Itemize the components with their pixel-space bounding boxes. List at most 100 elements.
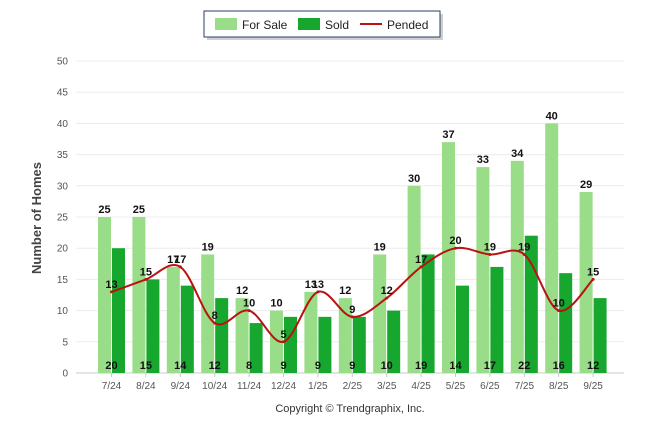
pended-point: [591, 277, 595, 281]
y-tick-label: 45: [57, 88, 69, 99]
for-sale-bar: [235, 298, 249, 373]
sold-value-label: 10: [381, 360, 393, 372]
for-sale-value-label: 34: [511, 148, 524, 160]
pended-value-label: 20: [449, 235, 461, 247]
x-tick-label: 4/25: [411, 381, 431, 392]
x-tick-label: 7/25: [515, 381, 535, 392]
y-axis-title: Number of Homes: [29, 162, 44, 274]
pended-point: [454, 246, 457, 250]
pended-value-label: 19: [484, 241, 496, 253]
x-tick-label: 7/24: [102, 381, 122, 392]
x-tick-label: 11/24: [237, 381, 262, 392]
for-sale-bar: [545, 123, 559, 374]
x-tick-label: 9/25: [583, 381, 603, 392]
sold-bar: [146, 279, 160, 373]
sold-value-label: 9: [349, 360, 355, 372]
for-sale-bar: [338, 298, 352, 373]
pended-point: [557, 309, 561, 313]
for-sale-bar: [166, 266, 180, 373]
legend-label-pended: Pended: [387, 18, 428, 32]
for-sale-bar: [132, 217, 146, 373]
pended-value-label: 17: [174, 254, 186, 266]
for-sale-value-label: 40: [546, 110, 558, 122]
pended-value-label: 17: [415, 254, 427, 266]
sold-value-label: 20: [105, 360, 117, 372]
for-sale-value-label: 12: [339, 285, 351, 297]
sold-value-label: 22: [518, 360, 530, 372]
y-tick-label: 15: [57, 275, 69, 286]
for-sale-value-label: 19: [202, 241, 214, 253]
sold-value-label: 15: [140, 360, 152, 372]
sold-bar: [490, 266, 504, 373]
x-tick-label: 12/24: [271, 381, 296, 392]
y-tick-labels: 0 5 10 15 20 25 30 35 40 45 50: [57, 57, 69, 380]
pended-value-label: 5: [280, 329, 286, 341]
pended-point: [213, 321, 217, 325]
for-sale-bar: [373, 254, 387, 373]
for-sale-value-label: 25: [133, 204, 145, 216]
x-tick-label: 3/25: [377, 381, 397, 392]
sold-bar: [112, 248, 125, 373]
pended-value-label: 12: [381, 285, 393, 297]
pended-value-label: 15: [140, 266, 152, 278]
sold-bar: [593, 298, 607, 373]
y-tick-label: 0: [62, 369, 68, 380]
sold-value-label: 9: [315, 360, 321, 372]
legend-frame: [203, 10, 441, 38]
y-tick-label: 35: [57, 150, 69, 161]
for-sale-value-label: 29: [580, 179, 592, 191]
for-sale-value-label: 25: [98, 204, 110, 216]
sold-value-label: 8: [246, 360, 252, 372]
pended-value-label: 19: [518, 241, 530, 253]
sold-value-label: 12: [209, 360, 221, 372]
legend-swatch-sold: [298, 18, 320, 30]
y-tick-label: 5: [62, 337, 68, 348]
sold-value-label: 12: [587, 360, 599, 372]
pended-value-label: 9: [349, 304, 355, 316]
x-tick-labels: 7/24 8/24 9/24 10/24 11/24 12/24 1/25 2/25 3/25 4…: [102, 373, 603, 392]
x-tick-label: 10/24: [202, 381, 227, 392]
sold-bar: [421, 254, 435, 373]
pended-point: [419, 265, 423, 269]
legend: For Sale Sold Pended: [203, 10, 443, 40]
pended-point: [247, 309, 251, 313]
for-sale-value-label: 37: [442, 129, 454, 141]
pended-line-layer: [110, 246, 595, 344]
sold-value-label: 19: [415, 360, 427, 372]
y-tick-label: 10: [57, 306, 69, 317]
pended-value-label: 15: [587, 266, 599, 278]
for-sale-bar: [510, 160, 524, 373]
y-tick-label: 40: [57, 119, 69, 130]
pended-point: [316, 290, 320, 294]
pended-value-label: 13: [312, 279, 324, 291]
y-tick-label: 50: [57, 57, 69, 68]
for-sale-bar: [304, 291, 318, 373]
sold-bar: [352, 316, 366, 373]
pended-point: [522, 252, 526, 256]
sold-bar: [215, 298, 229, 373]
x-tick-label: 5/25: [446, 381, 466, 392]
for-sale-bar: [407, 185, 421, 373]
x-tick-label: 8/24: [136, 381, 156, 392]
sold-bar: [559, 273, 573, 373]
pended-point: [110, 290, 113, 294]
for-sale-value-label: 30: [408, 173, 420, 185]
for-sale-bar: [579, 192, 593, 373]
sold-bar: [456, 285, 469, 373]
for-sale-value-label: 12: [236, 285, 248, 297]
for-sale-value-label: 33: [477, 154, 489, 166]
for-sale-value-label: 13: [305, 279, 317, 291]
y-tick-label: 20: [57, 244, 69, 255]
pended-value-label: 8: [212, 310, 218, 322]
pended-point: [144, 277, 148, 281]
for-sale-bar: [270, 310, 283, 373]
for-sale-value-label: 19: [374, 241, 386, 253]
for-sale-bar: [442, 142, 455, 373]
sold-bar: [180, 285, 194, 373]
x-tick-label: 2/25: [343, 381, 363, 392]
sold-bar: [318, 316, 332, 373]
for-sale-bar: [98, 217, 111, 373]
